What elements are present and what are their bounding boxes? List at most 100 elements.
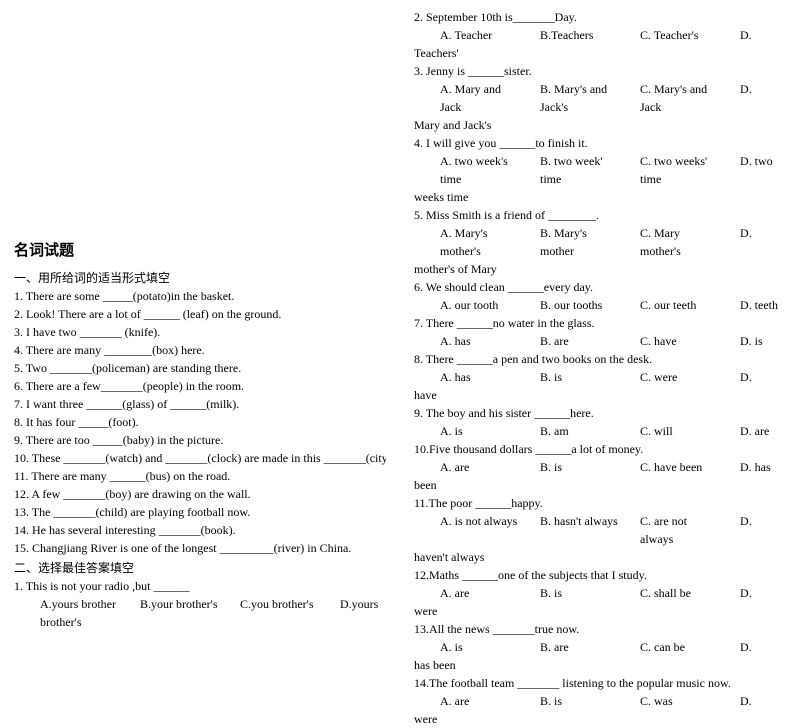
fill-item: 14. He has several interesting _______(b… [14,521,386,539]
option-c: C. Mary's and Jack [640,80,720,116]
option-a: A. is [440,638,520,656]
option-a: A. are [440,458,520,476]
option-c: C. two weeks' time [640,152,720,188]
option-d: D. [740,584,800,602]
mc-options: A.yours brother B.your brother's C.you b… [14,595,386,613]
option-b: B. is [540,368,620,386]
option-b: B. is [540,692,620,710]
fill-item: 12. A few _______(boy) are drawing on th… [14,485,386,503]
option-spill: haven't always [414,548,786,566]
option-b: B. is [540,458,620,476]
left-column: 名词试题 一、用所给词的适当形式填空 1. There are some ___… [0,0,400,566]
mc-stem: 10.Five thousand dollars ______a lot of … [414,440,786,458]
mc-options: A. two week's time B. two week' time C. tw… [414,152,786,188]
mc-stem: 7. There ______no water in the glass. [414,314,786,332]
option-b: B. Mary's mother [540,224,620,260]
fill-item: 10. These _______(watch) and _______(clo… [14,449,386,467]
mc-stem: 3. Jenny is ______sister. [414,62,786,80]
fill-item: 9. There are too _____(baby) in the pict… [14,431,386,449]
option-spill: Teachers' [414,44,786,62]
mc-stem: 11.The poor ______happy. [414,494,786,512]
mc-options: A. Mary's mother'sB. Mary's motherC. Mar… [414,224,786,260]
option-b: B. are [540,638,620,656]
option-c: C. were [640,368,720,386]
mc-stem: 2. September 10th is_______Day. [414,8,786,26]
option-a: A. is [440,422,520,440]
option-c: C.you brother's [240,595,320,613]
option-a: A. two week's time [440,152,520,188]
option-a: A. Teacher [440,26,520,44]
mc-stem: 12.Maths ______one of the subjects that … [414,566,786,584]
option-b: B.your brother's [140,595,220,613]
option-a: A. Mary and Jack [440,80,520,116]
option-a: A. Mary's mother's [440,224,520,260]
mc-stem: 9. The boy and his sister ______here. [414,404,786,422]
fill-item: 4. There are many ________(box) here. [14,341,386,359]
fill-item: 8. It has four _____(foot). [14,413,386,431]
option-a: A. has [440,368,520,386]
mc-stem: 4. I will give you ______to finish it. [414,134,786,152]
fill-item: 7. I want three ______(glass) of ______(… [14,395,386,413]
option-d: D. [740,638,800,656]
option-d: D.yours [340,595,420,613]
option-spill: been [414,476,786,494]
fill-item: 5. Two _______(policeman) are standing t… [14,359,386,377]
option-a: A. are [440,584,520,602]
option-d: D. are [740,422,800,440]
mc-options: A. hasB. areC. haveD. is [414,332,786,350]
mc-stem: 13.All the news _______true now. [414,620,786,638]
option-spill: mother's of Mary [414,260,786,278]
mc-stem: 14.The football team _______ listening t… [414,674,786,692]
section1-heading: 一、用所给词的适当形式填空 [14,269,386,287]
fill-item: 13. The _______(child) are playing footb… [14,503,386,521]
option-spill: Mary and Jack's [414,116,786,134]
option-a: A. are [440,692,520,710]
option-b: B. are [540,332,620,350]
option-spill: were [414,602,786,620]
mc-stem: 8. There ______a pen and two books on th… [414,350,786,368]
option-d: D. [740,80,800,116]
option-spill: has been [414,656,786,674]
option-d: D. teeth [740,296,800,314]
option-b: B. is [540,584,620,602]
option-d: D. [740,26,800,44]
option-d: D. two [740,152,800,188]
option-spill: brother's [14,613,386,631]
fill-item: 2. Look! There are a lot of ______ (leaf… [14,305,386,323]
option-b: B. Mary's and Jack's [540,80,620,116]
option-c: C. shall be [640,584,720,602]
option-c: C. our teeth [640,296,720,314]
option-b: B. our tooths [540,296,620,314]
option-d: D. has [740,458,800,476]
option-c: C. will [640,422,720,440]
option-c: C. have been [640,458,720,476]
mc-stem: 5. Miss Smith is a friend of ________. [414,206,786,224]
option-b: B. two week' time [540,152,620,188]
option-b: B.Teachers [540,26,620,44]
section2-heading: 二、选择最佳答案填空 [14,559,386,577]
option-spill: were [414,710,786,728]
option-b: B. hasn't always [540,512,620,548]
option-c: C. was [640,692,720,710]
fill-item: 3. I have two _______ (knife). [14,323,386,341]
option-d: D. [740,224,800,260]
mc-options: A. areB. isC. have beenD. has [414,458,786,476]
mc-options: A. Mary and Jack B. Mary's and Jack's C. M… [414,80,786,116]
fill-item: 6. There are a few_______(people) in the… [14,377,386,395]
option-c: C. Teacher's [640,26,720,44]
fill-item: 1. There are some _____(potato)in the ba… [14,287,386,305]
mc-options: A. isB. areC. can beD. [414,638,786,656]
option-a: A. is not always [440,512,520,548]
option-a: A. has [440,332,520,350]
option-spill: weeks time [414,188,786,206]
option-a: A. our tooth [440,296,520,314]
mc-stem: 1. This is not your radio ,but ______ [14,577,386,595]
option-b: B. am [540,422,620,440]
mc-options: A. is not always B. hasn't always C. are n… [414,512,786,548]
right-column: 2. September 10th is_______Day. A. Teach… [400,0,800,566]
option-d: D. [740,692,800,710]
option-c: C. are not always [640,512,720,548]
mc-options: A. hasB. isC. wereD. [414,368,786,386]
mc-stem: 6. We should clean ______every day. [414,278,786,296]
mc-options: A. areB. isC. wasD. [414,692,786,710]
